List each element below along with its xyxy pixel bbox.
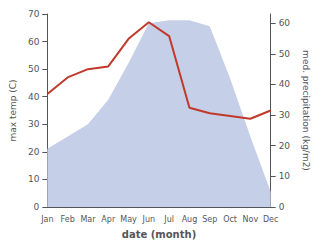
svg-text:Sep: Sep	[202, 215, 217, 224]
svg-text:max temp (C): max temp (C)	[8, 79, 18, 141]
svg-text:40: 40	[28, 92, 40, 102]
svg-text:30: 30	[279, 110, 291, 120]
svg-text:Jul: Jul	[163, 215, 174, 224]
svg-text:60: 60	[279, 18, 291, 28]
svg-text:0: 0	[279, 202, 285, 212]
svg-text:0: 0	[34, 202, 40, 212]
svg-text:50: 50	[279, 49, 291, 59]
svg-text:Jan: Jan	[40, 215, 53, 224]
svg-text:60: 60	[28, 37, 40, 47]
svg-text:10: 10	[279, 171, 291, 181]
svg-text:50: 50	[28, 64, 40, 74]
svg-text:Oct: Oct	[223, 215, 237, 224]
svg-text:40: 40	[279, 79, 291, 89]
svg-text:20: 20	[279, 141, 291, 151]
svg-text:Nov: Nov	[243, 215, 259, 224]
svg-text:20: 20	[28, 147, 40, 157]
svg-text:Aug: Aug	[182, 215, 198, 224]
svg-text:Feb: Feb	[61, 215, 75, 224]
svg-text:Jun: Jun	[142, 215, 156, 224]
svg-text:date (month): date (month)	[122, 229, 196, 240]
svg-text:Mar: Mar	[80, 215, 96, 224]
svg-text:May: May	[120, 215, 137, 224]
svg-text:30: 30	[28, 119, 40, 129]
svg-text:Dec: Dec	[263, 215, 278, 224]
svg-text:Apr: Apr	[101, 215, 116, 224]
svg-text:med. precipitation (kg/m2): med. precipitation (kg/m2)	[301, 50, 311, 171]
svg-text:10: 10	[28, 174, 40, 184]
svg-text:70: 70	[28, 9, 40, 19]
